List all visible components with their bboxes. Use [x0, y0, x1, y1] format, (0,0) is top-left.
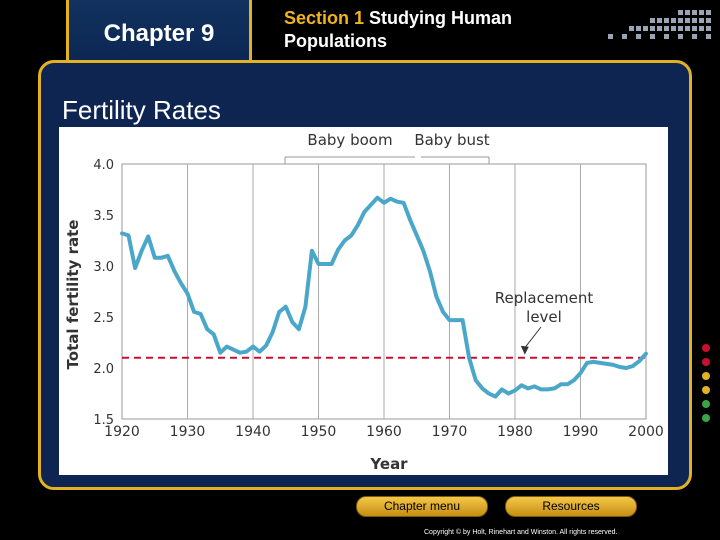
fertility-rate-line: [120, 195, 648, 399]
y-tick-label: 2.0: [93, 362, 114, 377]
y-tick-label: 2.5: [93, 311, 114, 326]
copyright-text: Copyright © by Holt, Rinehart and Winsto…: [424, 529, 618, 536]
y-tick-label: 1.5: [93, 413, 114, 428]
y-tick-label: 3.0: [93, 260, 114, 275]
annotation-pointer: [524, 326, 542, 349]
x-tick-label: 1980: [497, 424, 533, 440]
annotation-line-2: level: [526, 308, 562, 326]
annotation-arrowhead: [520, 345, 529, 355]
annotation-line-1: Replacement: [495, 289, 594, 307]
x-tick-label: 1960: [366, 424, 402, 440]
x-tick-label: 1970: [432, 424, 468, 440]
baby-boom-label: Baby boom: [307, 131, 392, 149]
decorative-side-dots: [702, 344, 710, 422]
slide-title: Fertility Rates: [62, 95, 221, 125]
x-axis-title: Year: [369, 455, 408, 473]
x-tick-label: 1950: [301, 424, 337, 440]
chapter-label: Chapter 9: [103, 20, 215, 47]
section-number: Section 1: [284, 8, 365, 28]
fertility-chart: 1920 1930 1940 1950 1960 1970 1980 1990 2000 1.5 2…: [59, 127, 668, 475]
x-tick-label: 1940: [235, 424, 271, 440]
x-tick-label: 1920: [104, 424, 140, 440]
y-tick-label: 3.5: [93, 209, 114, 224]
x-tick-label: 1990: [563, 424, 599, 440]
section-title: Studying Human Populations: [284, 8, 513, 51]
resources-button[interactable]: Resources: [505, 496, 637, 517]
x-tick-label: 2000: [628, 424, 664, 440]
chapter-menu-button[interactable]: Chapter menu: [356, 496, 488, 517]
x-tick-label: 1930: [170, 424, 206, 440]
y-axis-title: Total fertility rate: [64, 220, 82, 370]
section-header: Section 1 Studying Human Populations: [284, 7, 584, 53]
chart-svg: 1920 1930 1940 1950 1960 1970 1980 1990 2000 1.5 2…: [64, 131, 664, 473]
y-tick-label: 4.0: [93, 158, 114, 173]
decorative-dot-grid: [608, 10, 711, 39]
baby-bust-label: Baby bust: [414, 131, 489, 149]
